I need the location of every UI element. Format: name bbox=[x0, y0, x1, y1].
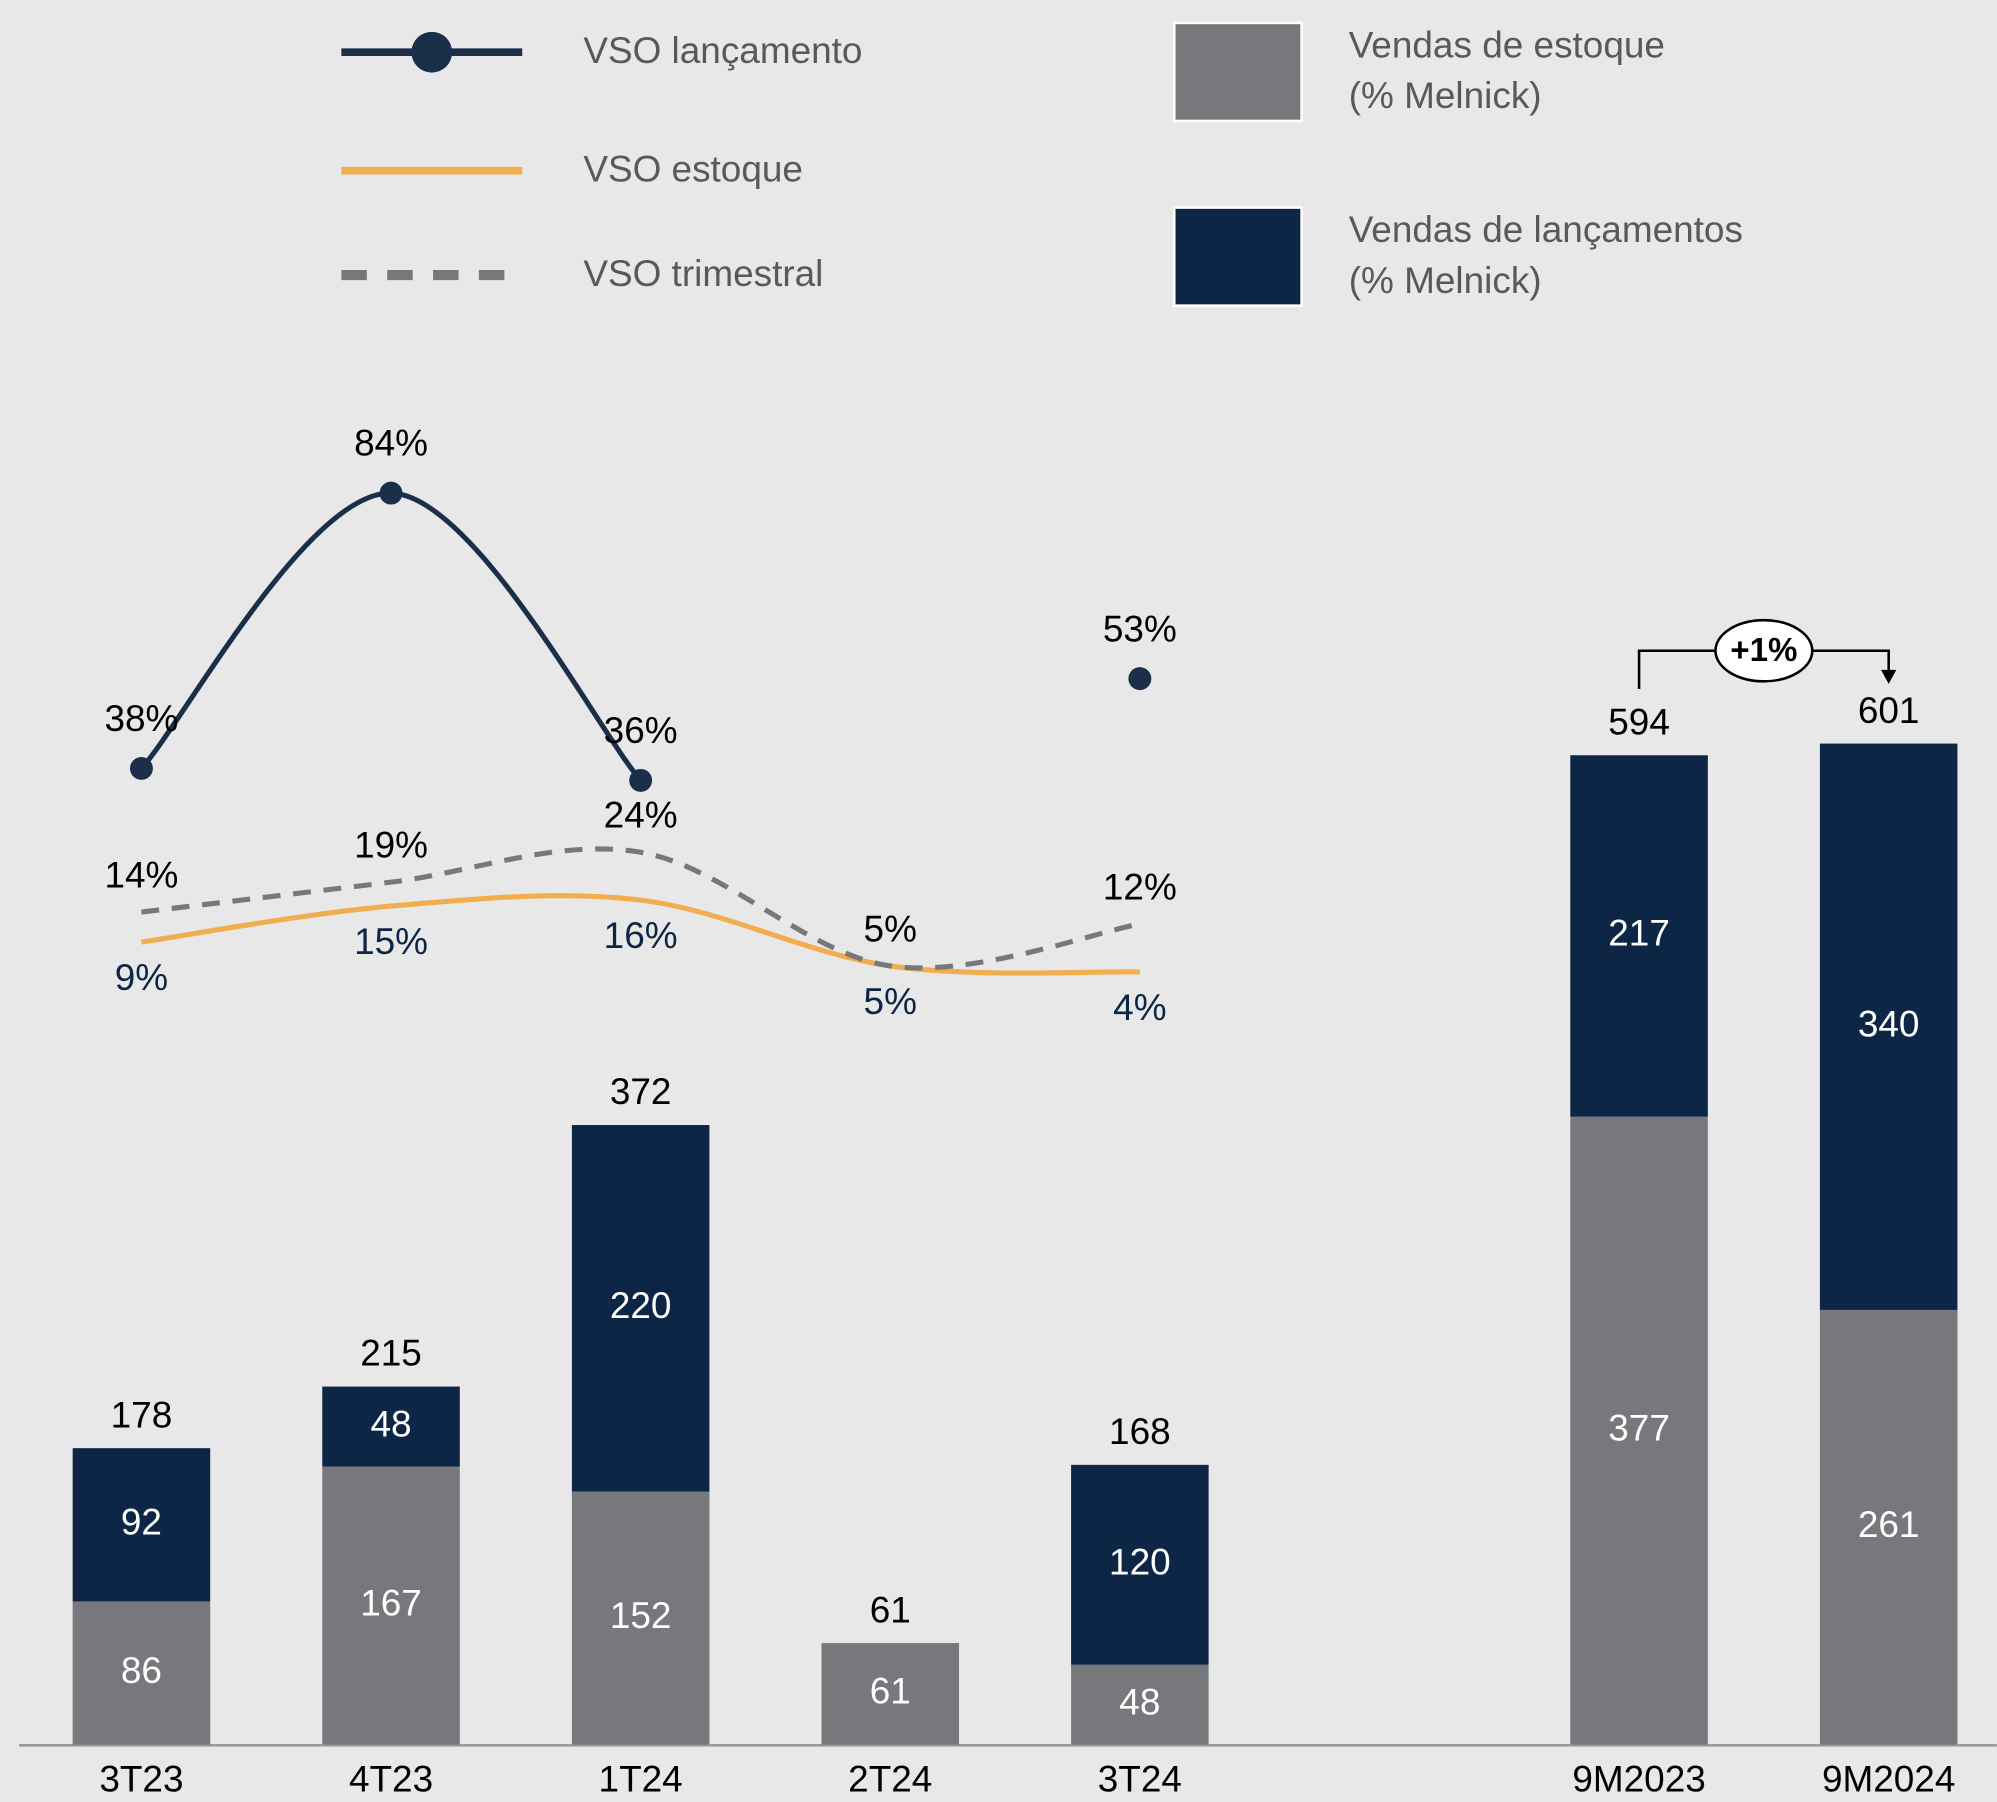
bar-segment bbox=[322, 1386, 460, 1467]
line-value-label: 38% bbox=[104, 698, 178, 739]
line-value-label: 5% bbox=[864, 981, 917, 1022]
bar-segment bbox=[821, 1643, 960, 1745]
bar-total-label: 372 bbox=[610, 1071, 672, 1112]
line-value-label: 16% bbox=[604, 915, 678, 956]
x-tick-label: 2T24 bbox=[848, 1758, 932, 1799]
bar-segment bbox=[322, 1466, 460, 1745]
line-value-label: 9% bbox=[115, 957, 168, 998]
bar-segment bbox=[1819, 1309, 1958, 1745]
legend-label-box: Vendas de lançamentos (% Melnick) bbox=[1348, 210, 1743, 302]
legend-label: Vendas de estoque (% Melnick) bbox=[1348, 25, 1665, 118]
line-value-label: 53% bbox=[1103, 608, 1177, 649]
line-marker bbox=[629, 768, 653, 792]
bar-value-label: 48 bbox=[371, 1403, 412, 1444]
legend-label: VSO lançamento bbox=[583, 30, 862, 71]
legend-label-box: Vendas de estoque (% Melnick) bbox=[1348, 25, 1665, 118]
bar-value-label: 220 bbox=[610, 1285, 672, 1326]
line-value-label: 36% bbox=[604, 710, 678, 751]
bar-total-label: 178 bbox=[111, 1394, 173, 1435]
x-tick-label: 1T24 bbox=[599, 1758, 683, 1799]
bar-value-label: 61 bbox=[870, 1671, 911, 1712]
x-tick-label: 4T23 bbox=[349, 1758, 433, 1799]
line-value-label: 84% bbox=[354, 423, 428, 464]
bar-total-label: 594 bbox=[1608, 701, 1670, 742]
bar-segment bbox=[72, 1448, 211, 1602]
x-tick-label: 3T23 bbox=[99, 1758, 183, 1799]
bar-total-label: 168 bbox=[1109, 1411, 1171, 1452]
line-value-label: 12% bbox=[1103, 866, 1177, 907]
line-marker bbox=[129, 756, 153, 780]
x-tick-label: 9M2024 bbox=[1822, 1758, 1955, 1799]
bar-total-label: 601 bbox=[1858, 690, 1920, 731]
bar-segment bbox=[1071, 1464, 1209, 1665]
bar-total-label: 61 bbox=[870, 1589, 911, 1630]
bar-value-label: 340 bbox=[1858, 1004, 1920, 1045]
bar-value-label: 86 bbox=[121, 1650, 162, 1691]
annotation-text: +1% bbox=[1730, 632, 1797, 669]
bar-value-label: 120 bbox=[1109, 1542, 1171, 1583]
bar-value-label: 377 bbox=[1608, 1407, 1670, 1448]
bar-segment bbox=[1819, 743, 1958, 1310]
line-value-label: 14% bbox=[104, 854, 178, 895]
x-tick-label: 3T24 bbox=[1098, 1758, 1182, 1799]
line-value-label: 4% bbox=[1113, 987, 1166, 1028]
line-value-label: 24% bbox=[604, 795, 678, 836]
bar-segment bbox=[1570, 1116, 1708, 1745]
legend-label: VSO trimestral bbox=[583, 253, 823, 294]
annotation-arrowhead bbox=[1881, 669, 1897, 684]
annotation-bracket bbox=[1637, 649, 1890, 689]
line-value-label: 19% bbox=[354, 825, 428, 866]
line-value-label: 5% bbox=[864, 908, 917, 949]
line-marker bbox=[379, 481, 403, 505]
bar-segment bbox=[571, 1491, 710, 1745]
legend-label: VSO estoque bbox=[583, 149, 803, 190]
legend-swatch bbox=[1172, 206, 1303, 307]
bar-value-label: 48 bbox=[1119, 1681, 1160, 1722]
bar-value-label: 92 bbox=[121, 1502, 162, 1543]
line-series bbox=[141, 846, 1141, 971]
bar-segment bbox=[1071, 1664, 1209, 1745]
bar-segment bbox=[1570, 755, 1708, 1117]
bar-value-label: 217 bbox=[1608, 913, 1670, 954]
bar-value-label: 167 bbox=[360, 1582, 422, 1623]
legend-marker bbox=[411, 31, 453, 73]
bar-total-label: 215 bbox=[360, 1333, 422, 1374]
annotation-ellipse bbox=[1714, 618, 1814, 683]
legend-label: Vendas de lançamentos (% Melnick) bbox=[1348, 210, 1743, 302]
legend-swatch bbox=[1172, 21, 1303, 123]
line-value-label: 15% bbox=[354, 921, 428, 962]
bar-segment bbox=[72, 1601, 211, 1745]
line-marker bbox=[1128, 667, 1152, 691]
bar-segment bbox=[571, 1125, 710, 1492]
bar-value-label: 261 bbox=[1858, 1504, 1920, 1545]
line-series bbox=[141, 893, 1140, 976]
bar-value-label: 152 bbox=[610, 1595, 672, 1636]
x-tick-label: 9M2023 bbox=[1572, 1758, 1705, 1799]
